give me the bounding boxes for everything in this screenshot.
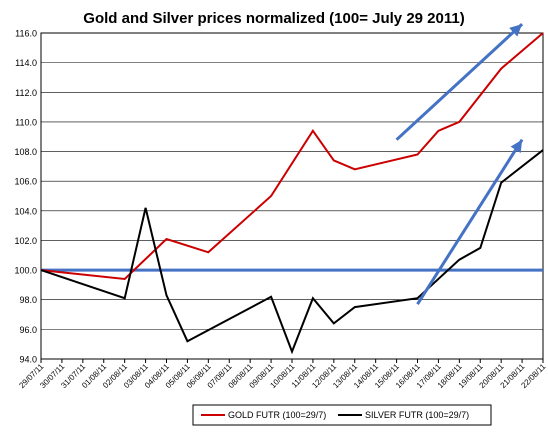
y-tick-label: 110.0 bbox=[15, 117, 37, 127]
chart-title: Gold and Silver prices normalized (100= … bbox=[83, 10, 464, 27]
y-axis-ticks: 94.0 96.0 98.0 100.0 102.0 104.0 106.0 108.0 110… bbox=[14, 29, 37, 365]
y-tick-label: 94.0 bbox=[19, 355, 37, 365]
y-tick-label: 100.0 bbox=[14, 266, 37, 276]
y-tick-label: 98.0 bbox=[19, 295, 37, 305]
trend-arrow-1 bbox=[395, 23, 524, 141]
y-tick-label: 106.0 bbox=[14, 177, 37, 187]
y-tick-label: 104.0 bbox=[14, 206, 37, 216]
legend-gold-label: GOLD FUTR (100=29/7) bbox=[228, 410, 326, 420]
x-axis-ticks: 29/07/1130/07/1131/07/1101/08/1102/08/11… bbox=[17, 359, 548, 390]
silver-series-line bbox=[40, 149, 544, 355]
y-tick-label: 116.0 bbox=[15, 29, 37, 39]
y-tick-label: 108.0 bbox=[14, 147, 37, 157]
trend-arrow-head-2 bbox=[510, 139, 523, 154]
legend-silver-label: SILVER FUTR (100=29/7) bbox=[365, 410, 469, 420]
trend-arrow-2 bbox=[416, 138, 524, 305]
y-tick-label: 112.0 bbox=[15, 88, 37, 98]
legend: GOLD FUTR (100=29/7) SILVER FUTR (100=29/… bbox=[192, 404, 492, 426]
y-tick-label: 102.0 bbox=[14, 236, 37, 246]
series-layer bbox=[40, 32, 544, 355]
plot-area-border bbox=[40, 32, 544, 360]
annotation-layer bbox=[395, 23, 524, 305]
trend-arrow-head-1 bbox=[509, 24, 523, 37]
y-tick-label: 114.0 bbox=[15, 58, 37, 68]
gold-series-line bbox=[40, 32, 544, 281]
gridlines bbox=[41, 62, 543, 330]
y-tick-label: 96.0 bbox=[19, 325, 37, 335]
